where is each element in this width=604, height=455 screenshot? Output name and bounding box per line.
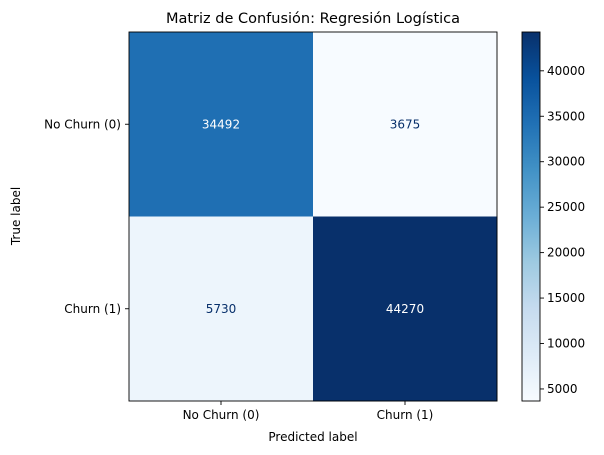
heatmap-cell: [129, 32, 314, 217]
y-tick-label: Churn (1): [64, 302, 121, 316]
heatmap-cell: [313, 32, 498, 217]
cell-value-label: 44270: [386, 302, 424, 316]
colorbar-ticks: 5000 10000 15000 20000 25000 30000 35000 40000: [540, 64, 585, 396]
y-tick-label: No Churn (0): [44, 117, 121, 131]
colorbar: [521, 31, 541, 402]
colorbar-tick-label: 10000: [547, 337, 585, 351]
colorbar-tick-label: 25000: [547, 200, 585, 214]
colorbar-tick-label: 15000: [547, 291, 585, 305]
cell-value-label: 3675: [390, 117, 421, 131]
x-tick-label: No Churn (0): [183, 408, 260, 422]
y-axis-label: True label: [9, 187, 23, 246]
x-axis-label: Predicted label: [268, 430, 357, 444]
chart-title: Matriz de Confusión: Regresión Logística: [166, 11, 460, 27]
colorbar-tick-label: 40000: [547, 64, 585, 78]
x-axis-ticks: No Churn (0) Churn (1): [183, 401, 434, 422]
colorbar-tick-label: 20000: [547, 246, 585, 260]
colorbar-tick-label: 30000: [547, 155, 585, 169]
plot-frame: [128, 31, 498, 402]
x-tick-label: Churn (1): [377, 408, 434, 422]
cell-value-label: 5730: [206, 302, 237, 316]
colorbar-tick-label: 5000: [547, 382, 578, 396]
cell-value-label: 34492: [202, 117, 240, 131]
colorbar-tick-label: 35000: [547, 109, 585, 123]
heatmap-cell: [129, 216, 314, 402]
heatmap-cell: [313, 216, 498, 402]
y-axis-ticks: No Churn (0) Churn (1): [44, 117, 129, 316]
heatmap-cells: 34492 3675 5730 44270: [129, 32, 498, 402]
